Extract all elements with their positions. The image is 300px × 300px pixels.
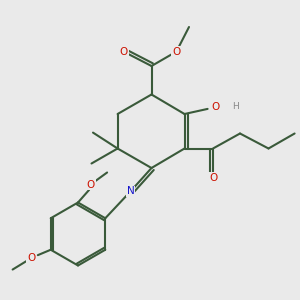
Text: H: H [232,102,239,111]
Text: O: O [172,46,181,57]
Text: O: O [212,102,220,112]
Text: O: O [86,179,95,190]
Text: O: O [209,172,217,183]
Text: O: O [119,46,128,57]
Text: N: N [127,186,134,197]
Text: O: O [27,253,35,263]
